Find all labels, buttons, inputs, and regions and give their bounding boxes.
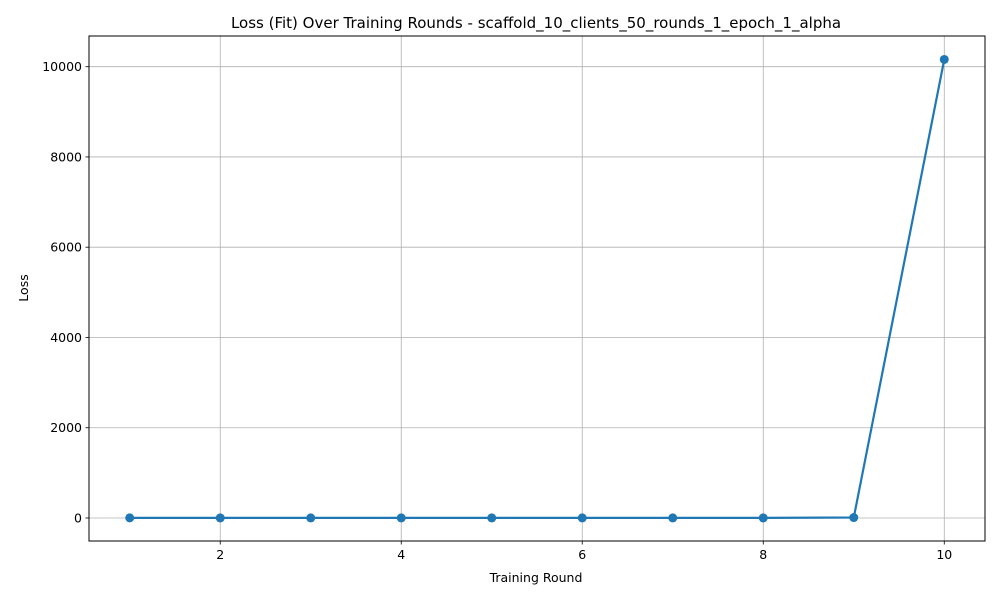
x-tick-label: 8	[759, 547, 767, 562]
y-tick-label: 4000	[50, 330, 82, 345]
plot-area-frame	[88, 35, 986, 542]
x-tick-label: 4	[397, 547, 405, 562]
y-tick-label: 8000	[50, 149, 82, 164]
series-line	[129, 59, 946, 520]
x-tick-label: 6	[578, 547, 586, 562]
x-axis-label: Training Round	[489, 570, 583, 585]
x-tick-label: 10	[936, 547, 952, 562]
axis-ticks: 2 4 6 8 10 0 2000 4000 6000 8000 10000	[42, 59, 952, 562]
data-point	[306, 513, 316, 523]
chart-title: Loss (Fit) Over Training Rounds - scaffo…	[231, 14, 841, 33]
data-point	[849, 513, 859, 523]
data-point	[577, 513, 587, 523]
data-point	[215, 513, 225, 523]
y-tick-label: 10000	[42, 59, 82, 74]
data-point	[396, 513, 406, 523]
series-layer	[125, 54, 949, 523]
y-axis-label: Loss	[16, 274, 31, 301]
data-point	[125, 513, 135, 523]
data-point	[758, 513, 768, 523]
y-tick-label: 6000	[50, 240, 82, 255]
grid	[89, 36, 985, 541]
data-point	[668, 513, 678, 523]
y-tick-label: 0	[74, 510, 82, 525]
data-point	[487, 513, 497, 523]
y-tick-label: 2000	[50, 420, 82, 435]
data-point	[939, 54, 949, 64]
x-tick-label: 2	[216, 547, 224, 562]
